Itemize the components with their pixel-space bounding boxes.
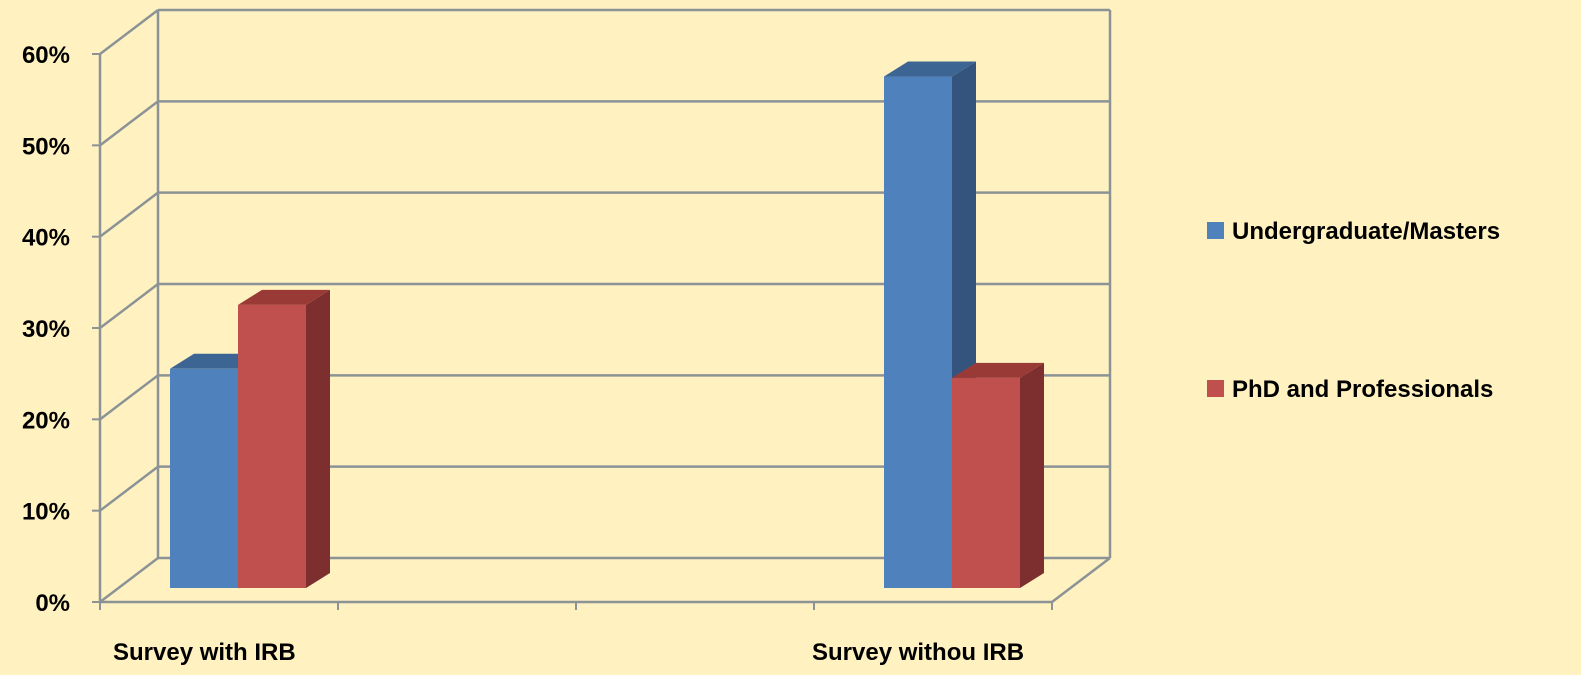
side-wall-gridline [99, 9, 159, 55]
side-wall-gridline [99, 283, 159, 329]
y-tick-label: 60% [22, 42, 70, 69]
bar-phd-professionals-top [952, 362, 1044, 378]
side-wall-gridline [99, 374, 159, 421]
bar-phd-professionals-side [1020, 362, 1044, 588]
bar-phd-professionals-top [238, 289, 330, 305]
bar-phd-professionals-side [306, 289, 330, 588]
y-tick-label: 10% [22, 499, 70, 526]
y-tick-label: 50% [22, 133, 70, 160]
side-wall-gridline [99, 557, 159, 603]
legend-swatch [1207, 222, 1224, 239]
floor-right-edge [1051, 557, 1111, 603]
side-wall-gridline [99, 191, 159, 238]
category-label: Survey withou IRB [812, 639, 1024, 666]
y-tick-label: 30% [22, 316, 70, 343]
y-tick-label: 0% [35, 590, 70, 617]
legend-swatch [1207, 380, 1224, 397]
side-wall-gridline [99, 100, 159, 147]
bar-phd-professionals [238, 304, 306, 588]
side-wall-gridline [99, 465, 159, 512]
bar-undergraduate-masters [884, 76, 952, 589]
legend-label: Undergraduate/Masters [1232, 218, 1500, 245]
y-tick-label: 40% [22, 225, 70, 252]
y-tick-label: 20% [22, 407, 70, 434]
category-label: Survey with IRB [113, 639, 296, 666]
legend-label: PhD and Professionals [1232, 376, 1493, 403]
bar-phd-professionals [952, 377, 1020, 588]
bar-undergraduate-masters-top [884, 61, 976, 77]
bar-undergraduate-masters [170, 368, 238, 588]
